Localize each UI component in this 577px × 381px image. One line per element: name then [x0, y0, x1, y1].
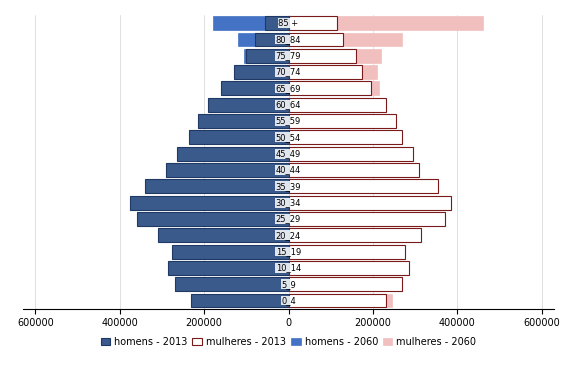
- Bar: [215, 179, 288, 193]
- Bar: [242, 65, 288, 79]
- Bar: [288, 245, 394, 259]
- Bar: [198, 294, 288, 307]
- Text: 15_19: 15_19: [276, 247, 301, 256]
- Bar: [288, 294, 392, 307]
- Bar: [137, 212, 288, 226]
- Bar: [158, 228, 288, 242]
- Bar: [206, 245, 288, 259]
- Bar: [234, 65, 288, 79]
- Text: 75_79: 75_79: [276, 51, 301, 60]
- Bar: [288, 147, 413, 161]
- Text: 85 +: 85 +: [279, 19, 298, 28]
- Bar: [288, 212, 445, 226]
- Text: 60_64: 60_64: [276, 100, 301, 109]
- Bar: [208, 98, 288, 112]
- Bar: [177, 147, 288, 161]
- Bar: [130, 196, 288, 210]
- Bar: [225, 130, 288, 144]
- Bar: [221, 163, 288, 177]
- Bar: [288, 179, 400, 193]
- Bar: [166, 163, 288, 177]
- Bar: [288, 16, 337, 30]
- Bar: [175, 277, 288, 291]
- Bar: [198, 277, 288, 291]
- Bar: [230, 114, 288, 128]
- Bar: [288, 98, 381, 112]
- Text: 5_9: 5_9: [281, 280, 296, 289]
- Bar: [168, 261, 288, 275]
- Bar: [200, 212, 288, 226]
- Text: 25_29: 25_29: [276, 215, 301, 223]
- Bar: [246, 49, 288, 63]
- Bar: [288, 179, 439, 193]
- Bar: [212, 16, 288, 30]
- Legend: homens - 2013, mulheres - 2013, homens - 2060, mulheres - 2060: homens - 2013, mulheres - 2013, homens -…: [97, 333, 480, 351]
- Text: 35_39: 35_39: [276, 182, 301, 191]
- Bar: [288, 130, 388, 144]
- Text: 10_14: 10_14: [276, 263, 301, 272]
- Text: 65_69: 65_69: [276, 84, 301, 93]
- Bar: [288, 245, 404, 259]
- Bar: [288, 196, 451, 210]
- Bar: [288, 65, 377, 79]
- Bar: [288, 228, 402, 242]
- Text: 45_49: 45_49: [276, 149, 301, 158]
- Bar: [145, 179, 288, 193]
- Bar: [265, 16, 288, 30]
- Bar: [288, 261, 409, 275]
- Bar: [288, 98, 385, 112]
- Bar: [288, 163, 419, 177]
- Bar: [204, 228, 288, 242]
- Bar: [221, 82, 288, 95]
- Bar: [288, 114, 396, 128]
- Bar: [288, 32, 402, 46]
- Bar: [288, 196, 409, 210]
- Text: 20_24: 20_24: [276, 231, 301, 240]
- Bar: [288, 114, 384, 128]
- Bar: [288, 163, 394, 177]
- Bar: [223, 147, 288, 161]
- Bar: [288, 228, 421, 242]
- Bar: [288, 130, 402, 144]
- Text: 80_84: 80_84: [276, 35, 301, 44]
- Bar: [189, 130, 288, 144]
- Bar: [288, 32, 343, 46]
- Bar: [288, 294, 385, 307]
- Bar: [288, 82, 371, 95]
- Bar: [173, 245, 288, 259]
- Text: 40_44: 40_44: [276, 165, 301, 174]
- Bar: [288, 277, 392, 291]
- Bar: [288, 261, 394, 275]
- Text: 70_74: 70_74: [276, 67, 301, 77]
- Text: 30_34: 30_34: [276, 198, 301, 207]
- Bar: [288, 82, 379, 95]
- Bar: [234, 98, 288, 112]
- Bar: [288, 212, 411, 226]
- Text: 55_59: 55_59: [276, 117, 301, 126]
- Text: 0_4: 0_4: [281, 296, 296, 305]
- Bar: [288, 16, 482, 30]
- Bar: [288, 49, 356, 63]
- Bar: [238, 82, 288, 95]
- Bar: [255, 32, 288, 46]
- Bar: [244, 49, 288, 63]
- Bar: [238, 32, 288, 46]
- Bar: [288, 277, 402, 291]
- Bar: [206, 196, 288, 210]
- Bar: [288, 65, 362, 79]
- Bar: [192, 294, 288, 307]
- Bar: [202, 261, 288, 275]
- Bar: [288, 49, 381, 63]
- Bar: [198, 114, 288, 128]
- Bar: [288, 147, 392, 161]
- Text: 50_54: 50_54: [276, 133, 301, 142]
